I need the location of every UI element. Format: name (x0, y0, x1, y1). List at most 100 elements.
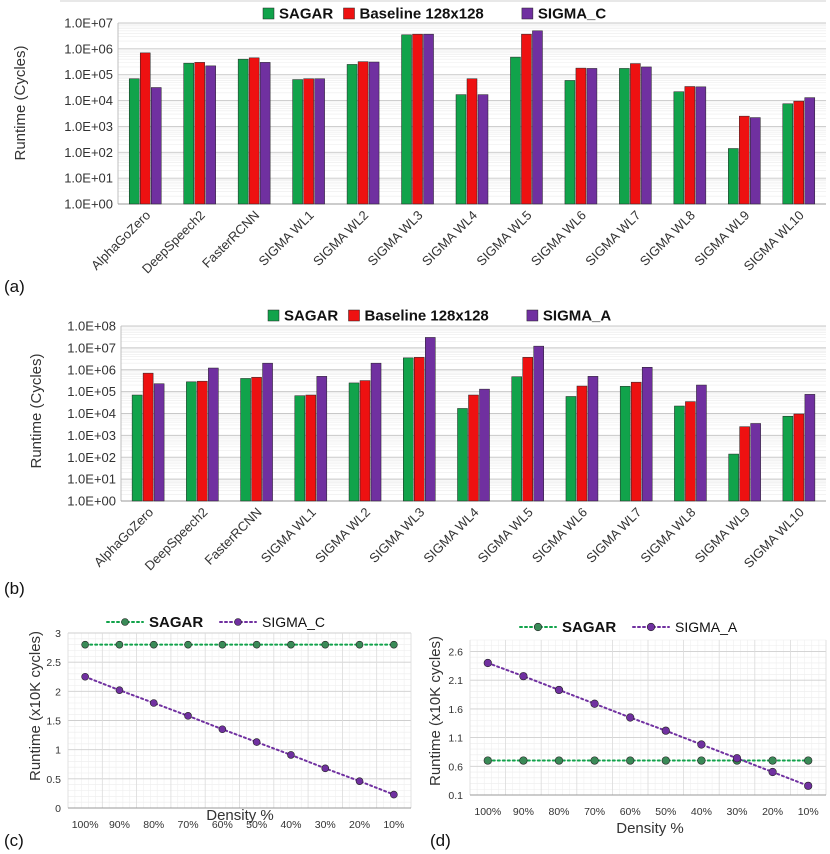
x-tick-label: 100% (72, 819, 99, 831)
legend-label: Baseline 128x128 (365, 308, 489, 325)
data-point-sagar (355, 640, 364, 649)
x-tick-label: 20% (762, 806, 783, 818)
x-tick-label: FasterRCNN (199, 208, 262, 271)
bar-baseline-128x128-fasterrcnn (251, 377, 262, 502)
data-point-sigma-c (81, 672, 89, 681)
bar-sagar-fasterrcnn (237, 58, 249, 205)
y-tick-label: 1.0E+04 (64, 93, 113, 108)
y-tick-label: 3 (55, 628, 61, 640)
bar-sigma-c-alphagozero (150, 87, 162, 205)
chart-c: 0 0.5 1 1.5 2 2.5 3 100% 90% 80% 70% 60% 50% 40% 30% 2… (4, 614, 412, 850)
y-tick-label: 1.0E+00 (64, 197, 113, 212)
bar-baseline-128x128-sigma-wl8 (684, 86, 696, 205)
y-tick-label: 1 (55, 745, 61, 757)
x-tick-label: 10% (798, 806, 819, 818)
bar-baseline-128x128-sigma-wl2 (359, 380, 371, 502)
x-tick-label: 80% (548, 806, 569, 818)
bar-sigma-c-sigma-wl6 (586, 68, 598, 205)
bar-sagar-sigma-wl9 (728, 453, 739, 502)
y-tick-label: 0.5 (46, 774, 61, 786)
bar-sagar-sigma-wl5 (511, 376, 522, 502)
data-point-sagar (218, 640, 227, 649)
bar-sagar-sigma-wl10 (782, 103, 794, 205)
x-tick-label: SIGMA WL1 (258, 505, 319, 566)
legend-swatch (267, 309, 280, 322)
x-tick-label: 50% (655, 806, 676, 818)
data-point-sagar (590, 756, 599, 765)
x-tick-label: SIGMA WL3 (364, 208, 425, 269)
bar-baseline-128x128-deepspeech2 (194, 62, 205, 205)
y-tick-label: 1.0E+02 (64, 145, 113, 160)
y-tick-label: 1.1 (448, 733, 463, 745)
data-point-sigma-a (590, 699, 599, 708)
data-point-sigma-a (768, 767, 777, 777)
bar-sagar-sigma-wl10 (782, 415, 794, 502)
bar-sigma-a-sigma-wl1 (316, 376, 328, 502)
legend-marker (533, 622, 543, 632)
bar-baseline-128x128-sigma-wl5 (522, 357, 533, 502)
x-tick-label: 70% (178, 819, 199, 831)
legend-marker (646, 622, 656, 632)
bar-sigma-a-sigma-wl6 (587, 376, 599, 502)
chart-d-x-axis-title: Density % (616, 820, 684, 837)
bar-sigma-c-sigma-wl9 (750, 117, 761, 205)
y-tick-label: 1.0E+01 (67, 472, 116, 487)
data-point-sagar (115, 640, 124, 649)
bar-sigma-c-sigma-wl8 (695, 86, 707, 205)
chart-a-bars (128, 30, 816, 205)
x-tick-label: 90% (513, 806, 534, 818)
x-tick-label: SIGMA WL7 (583, 505, 644, 566)
data-point-sagar (184, 640, 192, 649)
bar-baseline-128x128-sigma-wl7 (630, 63, 641, 205)
bar-sigma-a-sigma-wl9 (750, 423, 761, 502)
data-point-sagar (661, 756, 670, 765)
chart-d-x-ticks: 100% 90% 80% 70% 60% 50% 40% 30% 20% 10% (474, 806, 818, 818)
bar-sigma-a-sigma-wl7 (641, 367, 653, 502)
legend-label: SIGMA_A (543, 308, 612, 325)
data-point-sigma-c (184, 712, 192, 720)
chart-b-panel-label: (b) (4, 579, 25, 598)
x-tick-label: 60% (212, 819, 233, 831)
bar-sagar-sigma-wl2 (348, 382, 360, 502)
legend-marker (234, 618, 242, 626)
y-tick-label: 1.0E+04 (67, 406, 116, 421)
chart-a-y-ticks: 1.0E+00 1.0E+01 1.0E+02 1.0E+03 1.0E+04 1.0E+… (64, 16, 113, 212)
x-tick-label: SIGMA WL5 (473, 208, 534, 269)
y-tick-label: 1.6 (448, 704, 463, 716)
y-tick-label: 1.0E+07 (64, 16, 113, 31)
bar-sigma-c-sigma-wl5 (532, 30, 543, 205)
x-tick-label: SIGMA WL3 (366, 505, 427, 566)
data-point-sagar (554, 756, 564, 765)
chart-b-legend: SAGAR Baseline 128x128 SIGMA_A (267, 308, 612, 325)
bar-sigma-c-sigma-wl2 (368, 61, 380, 205)
data-point-sigma-a (554, 685, 564, 695)
data-point-sagar (252, 640, 261, 649)
chart-c-legend: SAGAR SIGMA_C (106, 614, 325, 631)
bar-sigma-c-fasterrcnn (259, 62, 271, 205)
legend-swatch (262, 7, 275, 20)
y-tick-label: 2 (55, 686, 61, 698)
bar-sagar-sigma-wl8 (674, 405, 685, 502)
x-tick-label: 100% (474, 806, 501, 818)
y-tick-label: 1.0E+05 (67, 384, 116, 399)
bar-sagar-sigma-wl6 (564, 80, 576, 205)
x-tick-label: FasterRCNN (201, 505, 264, 568)
x-tick-label: SIGMA WL7 (582, 208, 643, 269)
x-tick-label: SIGMA WL4 (419, 208, 480, 269)
y-tick-label: 1.0E+06 (67, 362, 116, 377)
data-point-sagar (768, 756, 777, 765)
data-point-sagar (81, 640, 89, 649)
bar-sigma-a-sigma-wl2 (370, 362, 382, 502)
chart-c-x-ticks: 100% 90% 80% 70% 60% 50% 40% 30% 20% 10% (72, 819, 405, 831)
bar-baseline-128x128-alphagozero (139, 52, 151, 205)
legend-swatch (348, 309, 360, 322)
x-tick-label: SIGMA WL6 (528, 208, 589, 269)
bar-sagar-sigma-wl8 (673, 91, 685, 205)
bar-sigma-c-sigma-wl4 (477, 94, 489, 205)
y-tick-label: 1.0E+02 (67, 450, 116, 465)
bar-sigma-a-fasterrcnn (262, 362, 273, 502)
y-tick-label: 1.0E+08 (67, 319, 116, 334)
bar-sigma-a-sigma-wl4 (479, 388, 490, 502)
x-tick-label: 70% (584, 806, 605, 818)
